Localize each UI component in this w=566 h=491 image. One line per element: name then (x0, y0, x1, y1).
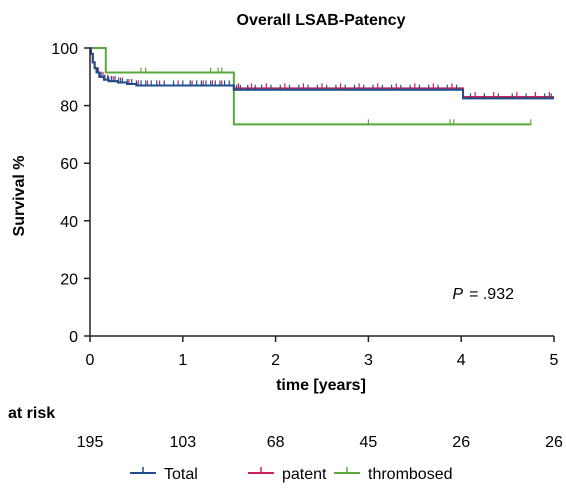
at-risk-count: 45 (360, 434, 378, 451)
x-tick-label: 1 (178, 352, 187, 369)
y-tick-label: 0 (69, 329, 78, 346)
at-risk-row: 195 103 68 45 26 26 (77, 434, 563, 451)
p-value-symbol: P (452, 286, 463, 303)
at-risk-label: at risk (8, 405, 55, 422)
chart-title: Overall LSAB-Patency (237, 12, 406, 29)
at-risk-count: 103 (169, 434, 196, 451)
at-risk-count: 26 (545, 434, 563, 451)
y-tick-label: 100 (51, 41, 78, 58)
legend: Total patent thrombosed (130, 466, 453, 483)
x-axis-title: time [years] (276, 377, 366, 394)
p-value-text: = .932 (469, 286, 514, 303)
p-value-annotation: P = .932 (452, 286, 514, 303)
legend-label: patent (282, 466, 327, 483)
x-tick-label: 0 (86, 352, 95, 369)
y-tick-label: 20 (60, 271, 78, 288)
series-line (90, 47, 531, 126)
series-total (89, 47, 554, 100)
legend-label: Total (164, 466, 198, 483)
x-tick-label: 3 (364, 352, 373, 369)
legend-item-patent: patent (248, 466, 327, 483)
at-risk-count: 195 (77, 434, 104, 451)
y-axis-title: Survival % (11, 156, 28, 237)
at-risk-count: 68 (267, 434, 285, 451)
legend-item-thrombosed: thrombosed (334, 466, 453, 483)
at-risk-count: 26 (452, 434, 470, 451)
legend-label: thrombosed (368, 466, 453, 483)
plot-area (89, 47, 554, 126)
y-axis: 0 20 40 60 80 100 (51, 41, 91, 346)
series-line (89, 47, 554, 100)
y-tick-label: 80 (60, 99, 78, 116)
legend-item-total: Total (130, 466, 198, 483)
y-tick-label: 40 (60, 214, 78, 231)
y-tick-label: 60 (60, 156, 78, 173)
x-tick-label: 5 (550, 352, 559, 369)
x-axis: 0 1 2 3 4 5 (86, 335, 559, 369)
x-tick-label: 2 (271, 352, 280, 369)
series-thrombosed (90, 47, 532, 126)
x-tick-label: 4 (457, 352, 466, 369)
